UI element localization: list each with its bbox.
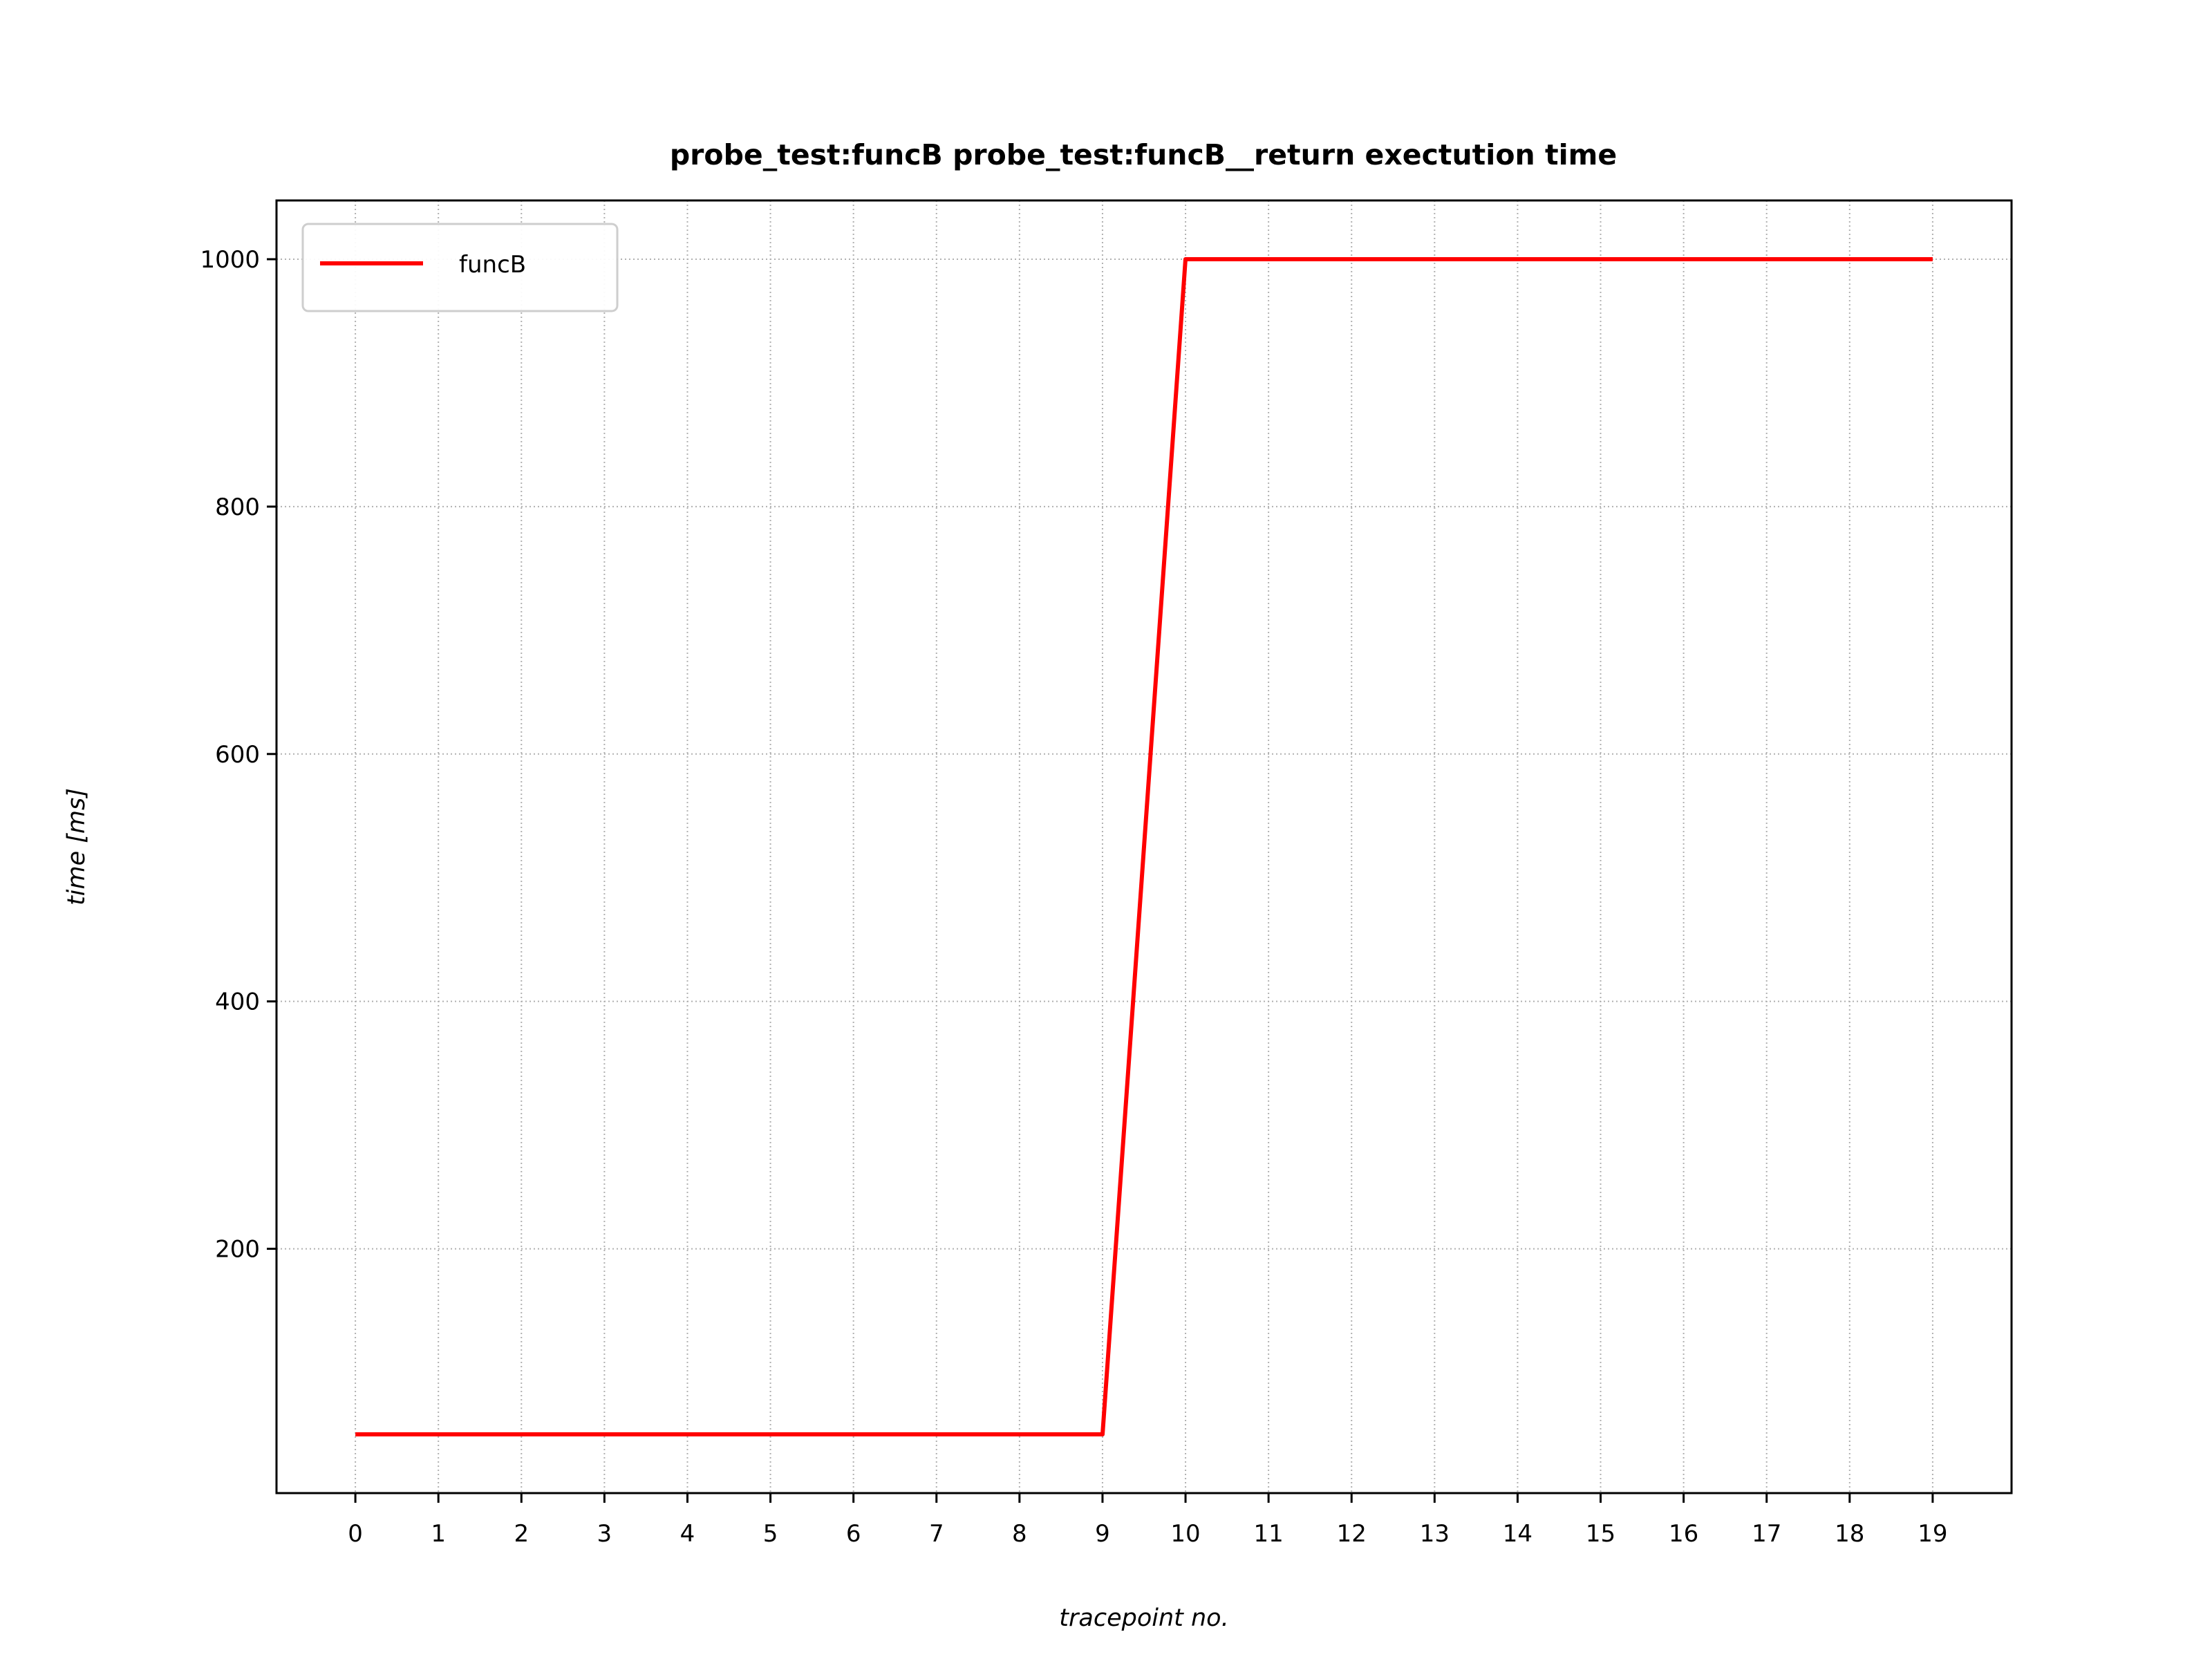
x-tick-label: 11 [1254,1520,1284,1548]
series-line-funcB [355,257,1933,1436]
x-tick-label: 7 [929,1520,944,1548]
x-tick-label: 4 [680,1520,695,1548]
x-tick-label: 2 [514,1520,529,1548]
x-tick-label: 15 [1586,1520,1615,1548]
x-tick-label: 8 [1012,1520,1027,1548]
x-tick-label: 5 [763,1520,778,1548]
x-tick-label: 14 [1503,1520,1533,1548]
y-tick-label: 800 [215,494,260,521]
legend-box [301,223,619,312]
y-tick-label: 200 [215,1236,260,1264]
axis-ticks: 0 1 2 3 4 5 6 7 8 9 10 11 12 13 14 15 16 17 18 192004006008… [200,246,1947,1548]
x-tick-label: 12 [1337,1520,1367,1548]
chart-title: probe_test:funcB probe_test:funcB__retur… [670,138,1617,171]
x-tick-label: 6 [846,1520,861,1548]
x-tick-label: 9 [1095,1520,1110,1548]
x-tick-label: 17 [1752,1520,1781,1548]
legend: funcB [301,223,619,312]
x-tick-label: 13 [1420,1520,1450,1548]
series-layer [355,257,1933,1436]
x-tick-label: 19 [1918,1520,1947,1548]
y-tick-label: 400 [215,988,260,1016]
legend-label-funcB: funcB [459,251,526,279]
y-tick-label: 600 [215,741,260,769]
grid-lines [276,200,2012,1493]
y-axis-label: time [ms] [63,788,91,906]
x-tick-label: 16 [1669,1520,1698,1548]
x-tick-label: 10 [1170,1520,1200,1548]
plot-frame [275,199,2013,1494]
x-tick-label: 3 [597,1520,612,1548]
x-tick-label: 1 [431,1520,446,1548]
x-tick-label: 18 [1835,1520,1864,1548]
x-axis-label: tracepoint no. [1059,1604,1228,1632]
x-tick-label: 0 [348,1520,363,1548]
y-tick-label: 1000 [200,246,260,274]
